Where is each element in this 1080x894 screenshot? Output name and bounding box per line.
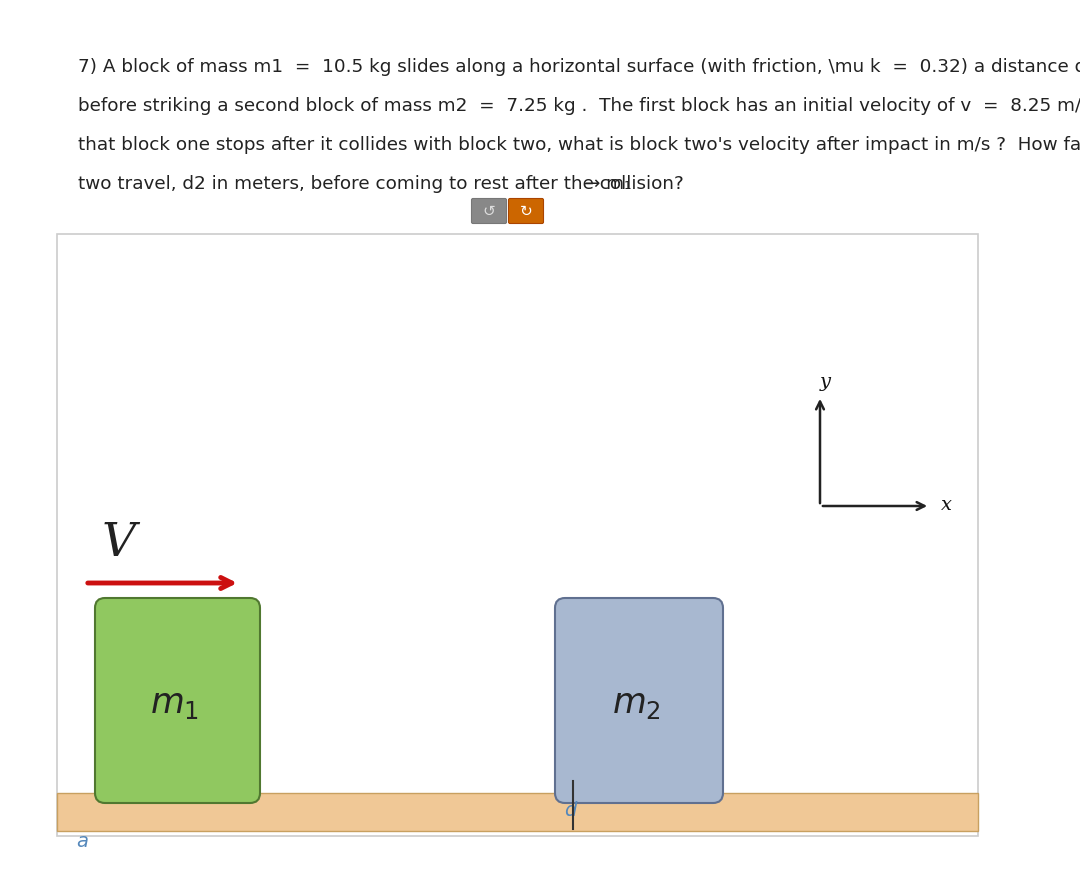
Bar: [57, 234, 978, 836]
Text: y: y: [820, 373, 831, 391]
FancyBboxPatch shape: [509, 198, 543, 224]
FancyBboxPatch shape: [555, 598, 723, 803]
Text: d: d: [564, 802, 577, 821]
Text: ↻: ↻: [519, 204, 532, 218]
Bar: [57, 793, 978, 831]
FancyBboxPatch shape: [95, 598, 260, 803]
Text: two travel, d2 in meters, before coming to rest after the collision?: two travel, d2 in meters, before coming …: [78, 175, 684, 193]
Text: ↺: ↺: [483, 204, 496, 218]
Text: → m₁: → m₁: [585, 175, 632, 193]
Text: $m_1$: $m_1$: [150, 687, 199, 721]
Text: $m_2$: $m_2$: [611, 687, 661, 721]
Text: a: a: [76, 832, 87, 851]
Text: before striking a second block of mass m2  =  7.25 kg .  The first block has an : before striking a second block of mass m…: [78, 97, 1080, 115]
Text: that block one stops after it collides with block two, what is block two's veloc: that block one stops after it collides w…: [78, 136, 1080, 154]
Text: V: V: [102, 520, 136, 566]
Text: x: x: [941, 496, 951, 514]
FancyBboxPatch shape: [472, 198, 507, 224]
Text: 7) A block of mass m1  =  10.5 kg slides along a horizontal surface (with fricti: 7) A block of mass m1 = 10.5 kg slides a…: [78, 58, 1080, 76]
